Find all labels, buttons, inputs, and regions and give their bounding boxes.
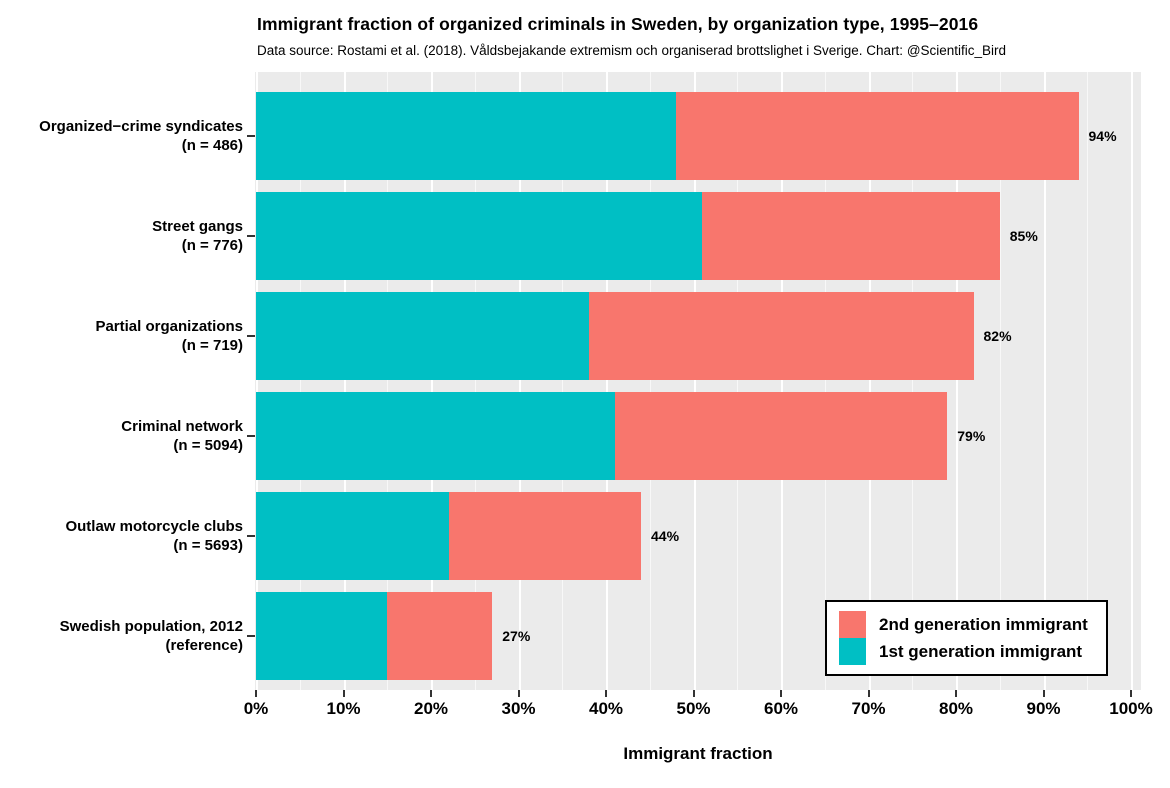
category-sublabel: (n = 776) [181, 237, 243, 254]
x-axis-tick-label: 50% [676, 699, 711, 718]
major-gridline [693, 72, 696, 690]
legend: 2nd generation immigrant 1st generation i… [825, 600, 1108, 676]
x-axis-tick [867, 690, 870, 697]
x-axis-tick-label: 70% [851, 699, 886, 718]
bar-segment-2nd-generation-immigrant-partial-organizations [588, 292, 974, 380]
x-axis-tick [692, 690, 695, 697]
minor-gridline [999, 72, 1001, 690]
legend-label: 1st generation immigrant [879, 641, 1083, 661]
x-axis-tick-label: 10% [326, 699, 361, 718]
category-sublabel: (n = 719) [181, 337, 243, 354]
category-label: Criminal network [121, 418, 243, 435]
legend-swatch-icon [839, 638, 866, 665]
y-axis-tick [247, 635, 255, 637]
major-gridline [781, 72, 783, 690]
x-axis-tick-label: 100% [1109, 699, 1153, 718]
legend-label: 2nd generation immigrant [879, 614, 1088, 634]
x-axis-tick-label: 40% [588, 699, 624, 718]
bar-segment-2nd-generation-immigrant-organized-crime-syndicates [676, 92, 1079, 180]
x-axis-tick [955, 690, 957, 697]
major-gridline [256, 72, 258, 690]
minor-gridline [824, 72, 826, 690]
major-gridline [1131, 72, 1133, 690]
y-axis-tick [247, 135, 255, 137]
minor-gridline [299, 72, 301, 690]
y-axis-tick [247, 235, 255, 237]
major-gridline [606, 72, 608, 690]
bar-segment-2nd-generation-immigrant-swedish-population-2012 [387, 592, 493, 680]
y-axis-label-partial-organizations: Partial organizations (n = 719) [0, 317, 243, 355]
minor-gridline [649, 72, 651, 690]
category-label: Organized−crime syndicates [39, 118, 243, 135]
legend-swatch-icon [839, 611, 866, 638]
minor-gridline [912, 72, 914, 690]
y-axis-label-street-gangs: Street gangs (n = 776) [0, 217, 243, 255]
x-axis-tick-label: 20% [413, 699, 449, 718]
bar-segment-1st-generation-immigrant-street-gangs [256, 192, 703, 280]
major-gridline [431, 72, 433, 690]
major-gridline [1043, 72, 1046, 690]
bar-value-label: 94% [1088, 128, 1117, 144]
major-gridline [518, 72, 521, 690]
y-axis-label-outlaw-motorcycle-clubs: Outlaw motorcycle clubs (n = 5693) [0, 517, 243, 555]
major-gridline [868, 72, 871, 690]
category-sublabel: (reference) [165, 637, 243, 654]
minor-gridline [1087, 72, 1089, 690]
x-axis-tick [780, 690, 782, 697]
bar-value-label: 79% [957, 428, 986, 444]
category-label: Outlaw motorcycle clubs [65, 518, 243, 535]
bar-segment-1st-generation-immigrant-organized-crime-syndicates [256, 92, 676, 180]
bar-segment-1st-generation-immigrant-outlaw-motorcycle-clubs [256, 492, 449, 580]
minor-gridline [387, 72, 389, 690]
legend-item-1st-generation-immigrant: 1st generation immigrant [839, 638, 1106, 665]
x-axis-tick-label: 80% [938, 699, 974, 718]
y-axis-tick [247, 535, 255, 537]
bar-segment-1st-generation-immigrant-partial-organizations [256, 292, 589, 380]
minor-gridline [562, 72, 564, 690]
x-axis-tick [517, 690, 520, 697]
plot-area: 94% 85% 82% 79% 44% 27% [255, 72, 1141, 690]
bar-segment-2nd-generation-immigrant-outlaw-motorcycle-clubs [448, 492, 641, 580]
x-axis-tick [1130, 690, 1132, 697]
x-axis-tick-label: 60% [763, 699, 799, 718]
bar-value-label: 27% [502, 628, 531, 644]
legend-item-2nd-generation-immigrant: 2nd generation immigrant [839, 611, 1106, 638]
bar-segment-2nd-generation-immigrant-street-gangs [702, 192, 1000, 280]
category-sublabel: (n = 5094) [173, 437, 243, 454]
chart-subtitle: Data source: Rostami et al. (2018). Våld… [257, 43, 1007, 58]
bar-value-label: 85% [1009, 228, 1038, 244]
x-axis-tick-label: 0% [243, 699, 269, 718]
x-axis-title: Immigrant fraction [623, 744, 773, 763]
category-label: Partial organizations [95, 318, 243, 335]
x-axis-tick-label: 30% [501, 699, 536, 718]
x-axis-tick [255, 690, 257, 697]
major-gridline [343, 72, 346, 690]
y-axis-label-organized-crime-syndicates: Organized−crime syndicates (n = 486) [0, 117, 243, 155]
y-axis-tick [247, 335, 255, 337]
y-axis-label-swedish-population-2012: Swedish population, 2012 (reference) [0, 617, 243, 655]
chart-title: Immigrant fraction of organized criminal… [257, 14, 979, 34]
bar-value-label: 82% [983, 328, 1012, 344]
y-axis-label-criminal-network: Criminal network (n = 5094) [0, 417, 243, 455]
bar-segment-2nd-generation-immigrant-criminal-network [614, 392, 948, 480]
x-axis-tick-label: 90% [1026, 699, 1061, 718]
category-label: Street gangs [152, 218, 243, 235]
x-axis-tick [605, 690, 607, 697]
x-axis-tick [342, 690, 345, 697]
minor-gridline [474, 72, 476, 690]
category-label: Swedish population, 2012 [59, 618, 243, 635]
x-axis-tick [1042, 690, 1045, 697]
bar-value-label: 44% [651, 528, 680, 544]
y-axis-tick [247, 435, 255, 437]
bar-segment-1st-generation-immigrant-swedish-population-2012 [256, 592, 388, 680]
minor-gridline [737, 72, 739, 690]
major-gridline [956, 72, 958, 690]
x-axis-tick [430, 690, 432, 697]
bar-segment-1st-generation-immigrant-criminal-network [256, 392, 615, 480]
category-sublabel: (n = 486) [181, 137, 243, 154]
category-sublabel: (n = 5693) [173, 537, 243, 554]
